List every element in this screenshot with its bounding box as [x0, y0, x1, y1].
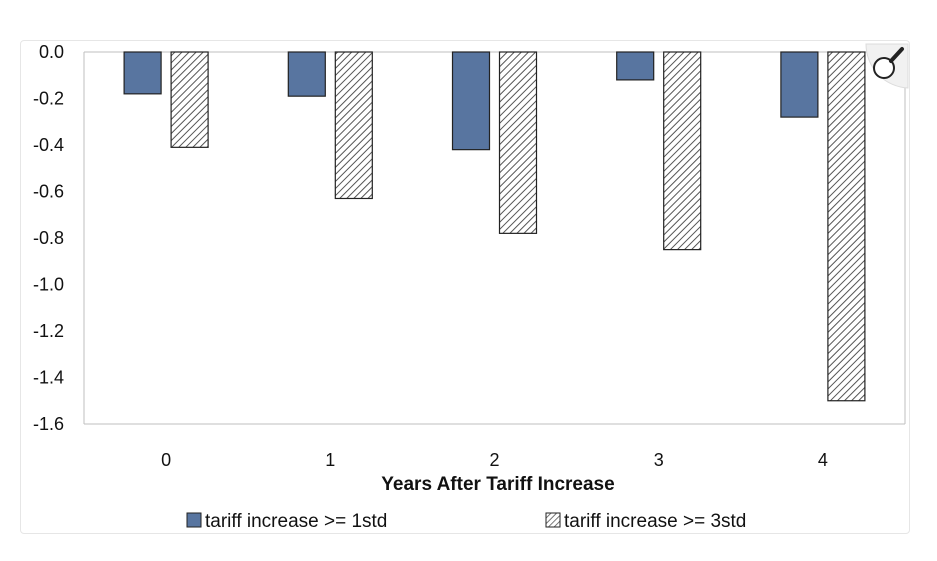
x-tick-label: 3 [654, 450, 664, 470]
y-tick-label: -1.2 [33, 321, 64, 341]
bar-3std [498, 51, 538, 234]
y-tick-label: -1.6 [33, 414, 64, 434]
x-axis-label: Years After Tariff Increase [381, 474, 614, 495]
bar-1std [616, 51, 655, 81]
y-tick-label: -0.6 [33, 182, 64, 202]
bar-3std [170, 51, 209, 148]
legend-swatch-3std [545, 512, 561, 528]
y-tick-label: -0.4 [33, 135, 64, 155]
bar-3std [827, 51, 866, 402]
bars-group [123, 51, 866, 402]
legend-label-3std: tariff increase >= 3std [564, 511, 746, 532]
x-tick-label: 4 [818, 450, 828, 470]
y-tick-label: 0.0 [39, 42, 64, 62]
x-tick-label: 1 [325, 450, 335, 470]
legend-label-1std: tariff increase >= 1std [205, 511, 387, 532]
y-tick-label: -0.8 [33, 228, 64, 248]
y-axis-ticks: 0.0 -0.2 -0.4 -0.6 -0.8 -1.0 -1.2 -1.4 -1.6 [33, 42, 64, 434]
y-tick-label: -0.2 [33, 89, 64, 109]
x-tick-label: 0 [161, 450, 171, 470]
zoom-button[interactable] [865, 43, 909, 89]
bar-1std [123, 51, 162, 95]
y-tick-label: -1.4 [33, 368, 64, 388]
x-tick-label: 2 [489, 450, 499, 470]
bar-1std [287, 51, 326, 97]
bar-1std [780, 51, 819, 118]
bar-3std [334, 51, 373, 200]
bar-3std [663, 51, 702, 251]
legend: tariff increase >= 1std tariff increase … [186, 511, 746, 532]
bar-1std [451, 51, 491, 151]
legend-swatch-1std [186, 512, 202, 528]
magnifier-icon[interactable] [873, 47, 904, 79]
x-axis-ticks: 0 1 2 3 4 [161, 450, 828, 470]
y-tick-label: -1.0 [33, 275, 64, 295]
